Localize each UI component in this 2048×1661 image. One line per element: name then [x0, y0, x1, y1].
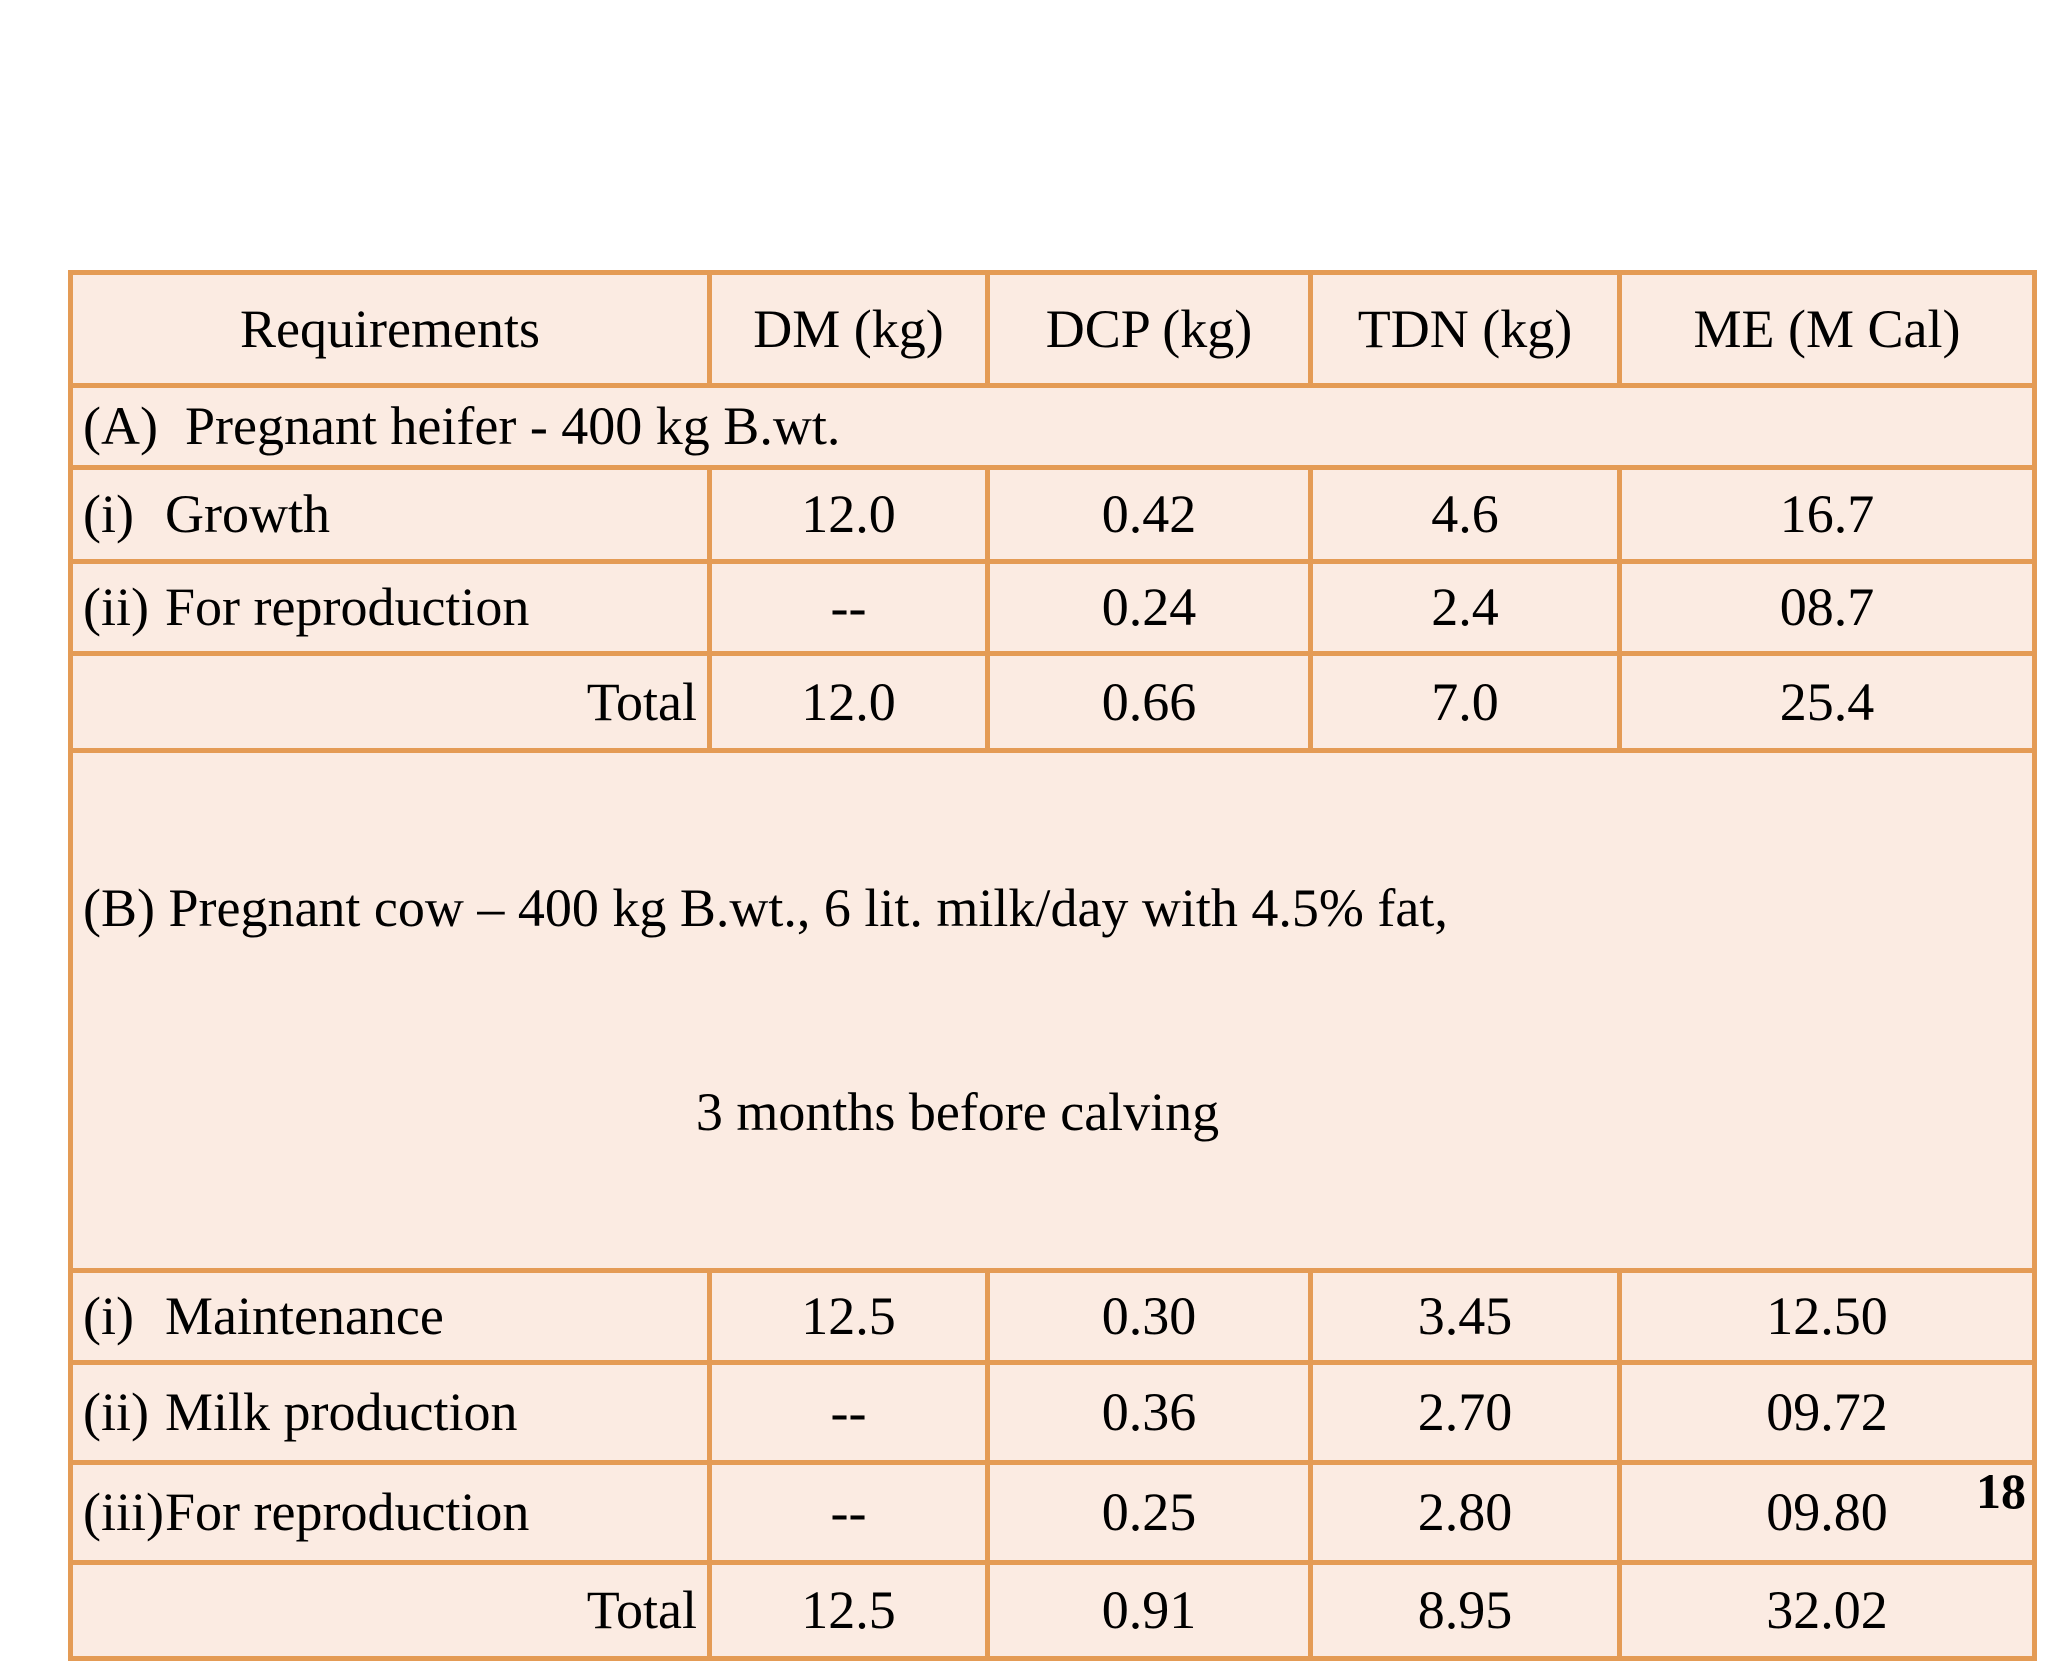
table-header-row: Requirements DM (kg) DCP (kg) TDN (kg) M…: [68, 270, 2037, 388]
table-row-maintenance: (i) Maintenance 12.5 0.30 3.45 12.50: [68, 1267, 2037, 1365]
value-cell-dm: 12.5: [707, 1267, 990, 1365]
section-b-title-line1: (B) Pregnant cow – 400 kg B.wt., 6 lit. …: [83, 878, 1448, 939]
row-number: (iii): [83, 1482, 164, 1543]
value-cell-tdn: 2.80: [1308, 1459, 1622, 1565]
value-cell-me: 16.7: [1617, 465, 2037, 564]
requirements-table: Requirements DM (kg) DCP (kg) TDN (kg) M…: [68, 270, 2037, 1661]
header-cell-me: ME (M Cal): [1617, 270, 2037, 388]
table-row-for-reproduction-a: (ii) For reproduction -- 0.24 2.4 08.7: [68, 559, 2037, 656]
value-cell-dcp: 0.25: [985, 1459, 1313, 1565]
table-row-growth: (i) Growth 12.0 0.42 4.6 16.7: [68, 465, 2037, 564]
section-b-title-line2: 3 months before calving: [695, 1082, 1220, 1143]
page-number: 18: [1976, 1463, 2026, 1519]
row-label-milk-production: (ii) Milk production: [68, 1359, 712, 1465]
table-row-milk-production: (ii) Milk production -- 0.36 2.70 09.72: [68, 1359, 2037, 1465]
row-number: (i): [83, 1286, 134, 1347]
value-cell-dcp: 0.42: [985, 465, 1313, 564]
value-cell-tdn: 7.0: [1308, 651, 1622, 753]
value-cell-dm: --: [707, 1459, 990, 1565]
value-cell-dm: --: [707, 1359, 990, 1465]
table-row-total-b: Total 12.5 0.91 8.95 32.02: [68, 1559, 2037, 1661]
header-cell-dm: DM (kg): [707, 270, 990, 388]
row-label-text: Maintenance: [165, 1286, 444, 1347]
value-cell-dm: 12.0: [707, 651, 990, 753]
section-a-title: (A) Pregnant heifer - 400 kg B.wt.: [68, 383, 2037, 470]
header-cell-requirements: Requirements: [68, 270, 712, 388]
value-cell-tdn: 8.95: [1308, 1559, 1622, 1661]
value-cell-dcp: 0.36: [985, 1359, 1313, 1465]
value-cell-tdn: 2.4: [1308, 559, 1622, 656]
row-number: (ii): [83, 1382, 149, 1443]
row-label-text: For reproduction: [165, 577, 530, 638]
table-row-total-a: Total 12.0 0.66 7.0 25.4: [68, 651, 2037, 753]
total-label: Total: [68, 1559, 712, 1661]
value-cell-tdn: 2.70: [1308, 1359, 1622, 1465]
row-label-text: For reproduction: [165, 1482, 530, 1543]
value-cell-me: 32.02: [1617, 1559, 2037, 1661]
value-cell-dcp: 0.66: [985, 651, 1313, 753]
value-cell-dm: --: [707, 559, 990, 656]
table-row-for-reproduction-b: (iii)For reproduction -- 0.25 2.80 09.80: [68, 1459, 2037, 1565]
value-cell-me: 09.80: [1617, 1459, 2037, 1565]
row-label-for-reproduction: (ii) For reproduction: [68, 559, 712, 656]
section-b-title: (B) Pregnant cow – 400 kg B.wt., 6 lit. …: [68, 748, 2037, 1273]
row-number: (ii): [83, 577, 149, 638]
value-cell-dm: 12.5: [707, 1559, 990, 1661]
value-cell-me: 09.72: [1617, 1359, 2037, 1465]
row-label-text: Growth: [165, 484, 330, 545]
row-label-for-reproduction: (iii)For reproduction: [68, 1459, 712, 1565]
value-cell-me: 12.50: [1617, 1267, 2037, 1365]
header-cell-dcp: DCP (kg): [985, 270, 1313, 388]
row-label-growth: (i) Growth: [68, 465, 712, 564]
value-cell-dcp: 0.30: [985, 1267, 1313, 1365]
row-label-maintenance: (i) Maintenance: [68, 1267, 712, 1365]
value-cell-tdn: 4.6: [1308, 465, 1622, 564]
row-label-text: Milk production: [165, 1382, 518, 1443]
value-cell-dcp: 0.24: [985, 559, 1313, 656]
section-a-header-row: (A) Pregnant heifer - 400 kg B.wt.: [68, 383, 2037, 470]
row-number: (i): [83, 484, 134, 545]
value-cell-me: 25.4: [1617, 651, 2037, 753]
section-b-header-row: (B) Pregnant cow – 400 kg B.wt., 6 lit. …: [68, 748, 2037, 1273]
header-cell-tdn: TDN (kg): [1308, 270, 1622, 388]
value-cell-dcp: 0.91: [985, 1559, 1313, 1661]
value-cell-me: 08.7: [1617, 559, 2037, 656]
total-label: Total: [68, 651, 712, 753]
value-cell-dm: 12.0: [707, 465, 990, 564]
value-cell-tdn: 3.45: [1308, 1267, 1622, 1365]
